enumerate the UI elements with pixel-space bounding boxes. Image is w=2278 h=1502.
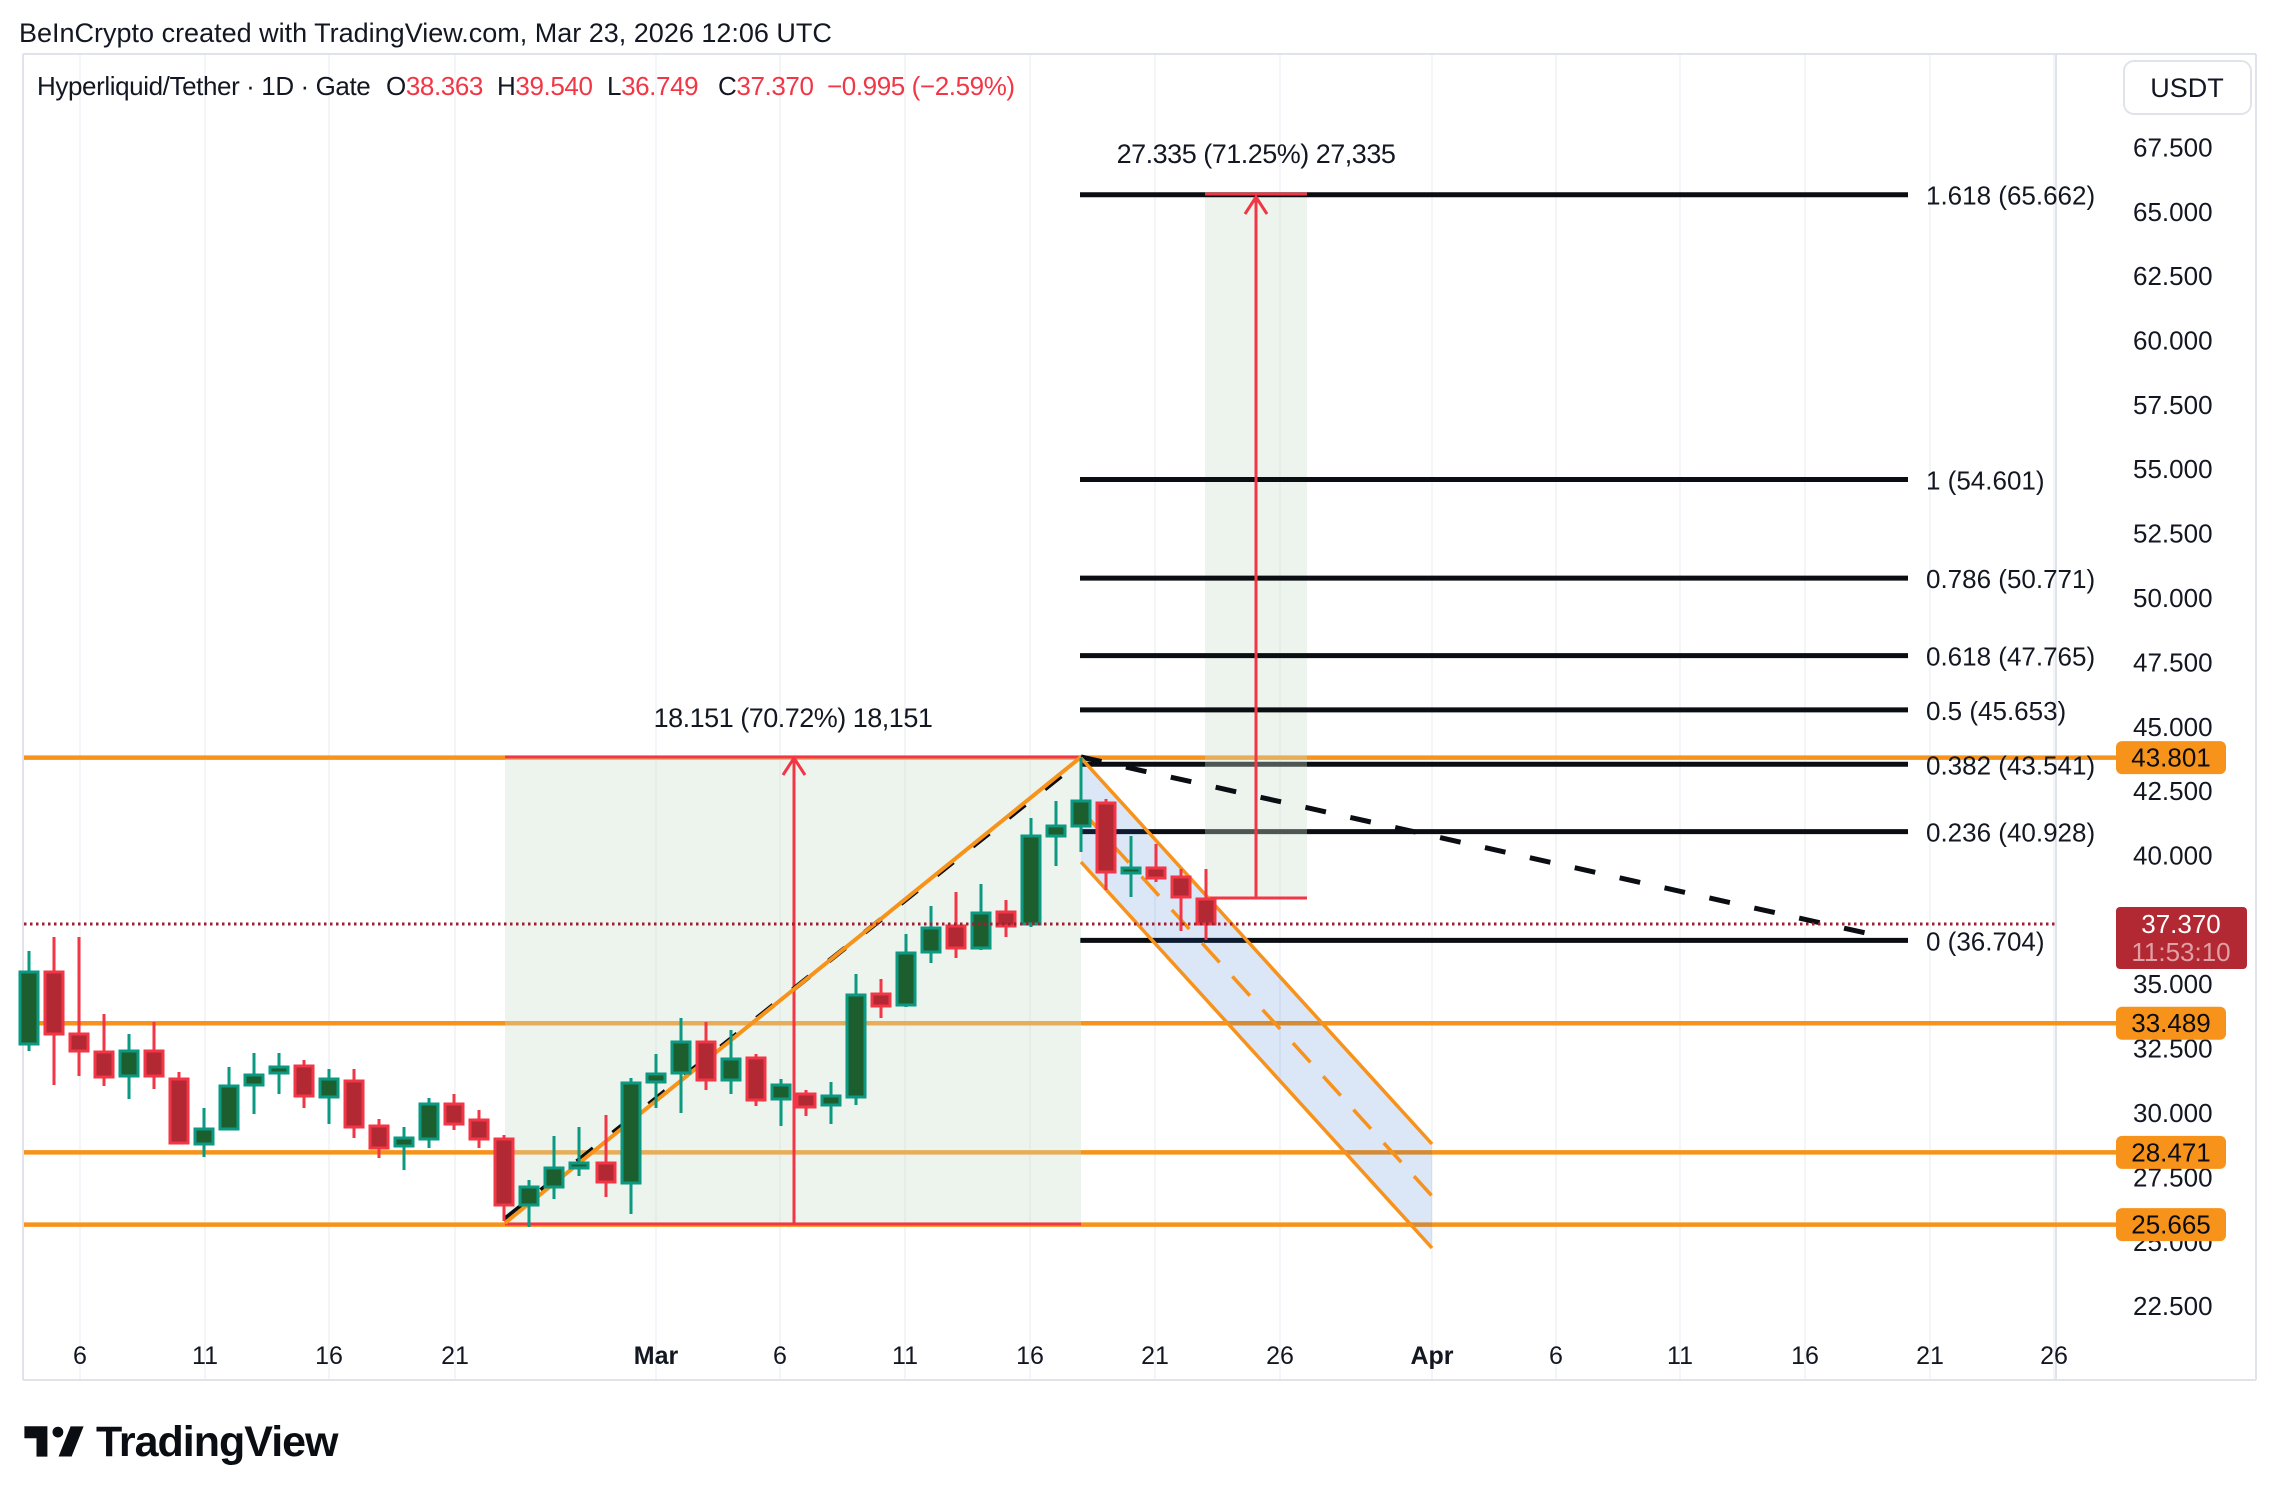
svg-text:0.786 (50.771): 0.786 (50.771) — [1926, 564, 2095, 594]
svg-text:H39.540: H39.540 — [497, 71, 593, 101]
svg-text:27.335 (71.25%) 27,335: 27.335 (71.25%) 27,335 — [1117, 139, 1396, 169]
svg-text:40.000: 40.000 — [2133, 841, 2213, 871]
svg-text:57.500: 57.500 — [2133, 390, 2213, 420]
svg-text:TradingView: TradingView — [96, 1418, 339, 1466]
svg-text:1.618 (65.662): 1.618 (65.662) — [1926, 181, 2095, 211]
svg-text:21: 21 — [441, 1342, 469, 1370]
svg-text:Mar: Mar — [634, 1342, 679, 1370]
svg-text:6: 6 — [73, 1342, 87, 1370]
svg-text:O38.363: O38.363 — [386, 71, 483, 101]
svg-text:65.000: 65.000 — [2133, 197, 2213, 227]
svg-text:BeInCrypto created with Tradin: BeInCrypto created with TradingView.com,… — [19, 18, 832, 48]
svg-text:11: 11 — [192, 1342, 218, 1370]
svg-text:−0.995 (−2.59%): −0.995 (−2.59%) — [827, 71, 1015, 101]
svg-text:26: 26 — [1266, 1342, 1294, 1370]
svg-text:0.382 (43.541): 0.382 (43.541) — [1926, 750, 2095, 780]
svg-text:42.500: 42.500 — [2133, 776, 2213, 806]
svg-text:67.500: 67.500 — [2133, 132, 2213, 162]
svg-text:C37.370: C37.370 — [718, 71, 814, 101]
svg-text:45.000: 45.000 — [2133, 712, 2213, 742]
svg-text:30.000: 30.000 — [2133, 1098, 2213, 1128]
svg-text:16: 16 — [1016, 1342, 1044, 1370]
svg-text:0 (36.704): 0 (36.704) — [1926, 926, 2045, 956]
svg-text:L36.749: L36.749 — [607, 71, 698, 101]
svg-text:52.500: 52.500 — [2133, 519, 2213, 549]
svg-text:Apr: Apr — [1410, 1342, 1453, 1370]
svg-text:35.000: 35.000 — [2133, 969, 2213, 999]
svg-text:0.5 (45.653): 0.5 (45.653) — [1926, 696, 2066, 726]
svg-text:28.471: 28.471 — [2131, 1137, 2211, 1167]
svg-text:0.236 (40.928): 0.236 (40.928) — [1926, 818, 2095, 848]
svg-text:47.500: 47.500 — [2133, 647, 2213, 677]
svg-text:Hyperliquid/Tether · 1D · Gate: Hyperliquid/Tether · 1D · Gate — [37, 71, 370, 101]
svg-text:11: 11 — [1667, 1342, 1693, 1370]
svg-text:1 (54.601): 1 (54.601) — [1926, 466, 2045, 496]
svg-text:6: 6 — [1549, 1342, 1563, 1370]
svg-text:18.151 (70.72%) 18,151: 18.151 (70.72%) 18,151 — [654, 703, 933, 733]
svg-text:16: 16 — [315, 1342, 343, 1370]
svg-text:USDT: USDT — [2150, 73, 2224, 103]
svg-text:37.370: 37.370 — [2141, 909, 2221, 939]
svg-text:22.500: 22.500 — [2133, 1291, 2213, 1321]
svg-text:0.618 (47.765): 0.618 (47.765) — [1926, 642, 2095, 672]
svg-text:6: 6 — [773, 1342, 787, 1370]
svg-text:26: 26 — [2040, 1342, 2068, 1370]
svg-text:11: 11 — [892, 1342, 918, 1370]
svg-text:16: 16 — [1791, 1342, 1819, 1370]
svg-text:55.000: 55.000 — [2133, 454, 2213, 484]
svg-text:11:53:10: 11:53:10 — [2131, 937, 2230, 967]
svg-text:21: 21 — [1141, 1342, 1169, 1370]
svg-text:62.500: 62.500 — [2133, 261, 2213, 291]
svg-text:60.000: 60.000 — [2133, 326, 2213, 356]
svg-text:50.000: 50.000 — [2133, 583, 2213, 613]
svg-text:21: 21 — [1916, 1342, 1944, 1370]
svg-text:33.489: 33.489 — [2131, 1008, 2211, 1038]
svg-text:25.665: 25.665 — [2131, 1210, 2211, 1240]
svg-text:43.801: 43.801 — [2131, 743, 2211, 773]
